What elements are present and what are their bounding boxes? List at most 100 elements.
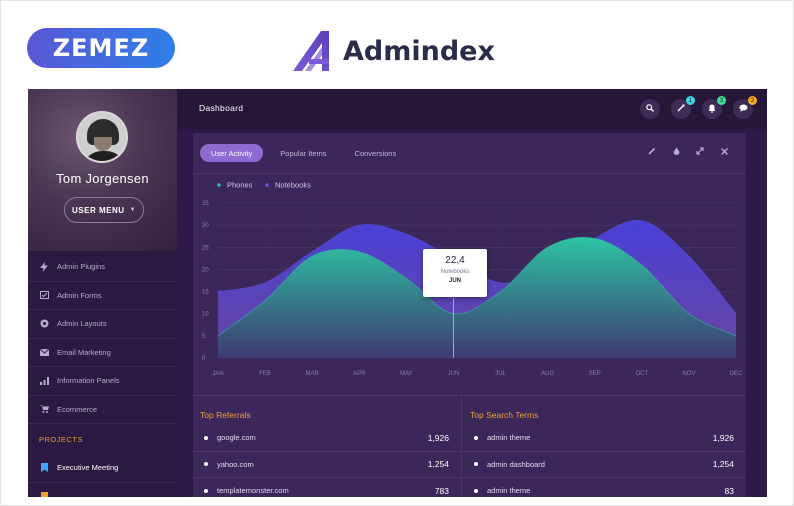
bottom-divider — [193, 395, 746, 396]
sidebar-item-executive-meeting[interactable]: Executive Meeting — [28, 454, 177, 483]
x-tick-label: APR — [353, 371, 366, 377]
list-item[interactable]: templatemonster.com 783 — [193, 478, 461, 497]
expand-icon[interactable] — [688, 147, 712, 158]
product-title: Admindex — [343, 35, 495, 67]
admindex-logo-icon — [293, 31, 329, 71]
user-menu-label: USER MENU — [72, 205, 125, 215]
list-item[interactable]: admin theme 83 — [463, 478, 746, 497]
list-item-value: 83 — [724, 485, 734, 496]
sidebar-item-email-marketing[interactable]: Email Marketing — [28, 339, 177, 367]
sidebar-item-admin-forms[interactable]: Admin Forms — [28, 282, 177, 310]
sidebar-item-admin-plugins[interactable]: Admin Plugins — [28, 253, 177, 282]
sidebar-item-label: Email Marketing — [57, 347, 111, 357]
bullet-icon — [204, 462, 208, 467]
sidebar-item-label: Executive Meeting — [57, 463, 119, 473]
list-item[interactable]: admin theme 1,926 — [463, 425, 746, 452]
avatar[interactable] — [76, 111, 128, 163]
x-tick-label: DEC — [730, 371, 743, 377]
tooltip-month: JUN — [448, 278, 461, 284]
bell-icon — [708, 104, 716, 115]
x-tick-label: JUN — [448, 371, 460, 377]
chart-tooltip: 22,4 Notebooks JUN — [423, 249, 487, 297]
list-item[interactable]: admin dashboard 1,254 — [463, 452, 746, 478]
list-item-label: admin theme — [487, 486, 531, 496]
y-tick-label: 15 — [202, 290, 209, 296]
sidebar-item-admin-layouts[interactable]: Admin Layouts — [28, 310, 177, 339]
sidebar-item-label: Admin Forms — [57, 290, 102, 300]
top-referrals-panel: Top Referrals google.com 1,926 yahoo.com… — [193, 395, 462, 497]
top-referrals-title: Top Referrals — [200, 410, 251, 420]
list-item-label: yahoo.com — [217, 459, 254, 469]
top-search-terms-panel: Top Search Terms admin theme 1,926 admin… — [463, 395, 746, 497]
color-drop-icon[interactable] — [664, 147, 688, 158]
sidebar-item-label: Ecommerce — [57, 404, 98, 414]
sidebar: Tom Jorgensen USER MENU ▼ Admin Plugins — [28, 89, 177, 497]
tab-user-activity[interactable]: User Activity — [200, 144, 264, 162]
top-search-terms-list: admin theme 1,926 admin dashboard 1,254 … — [463, 425, 746, 497]
list-item-label: google.com — [217, 433, 256, 443]
sidebar-item-label: Information Panels — [57, 376, 120, 386]
sidebar-item-ecommerce[interactable]: Ecommerce — [28, 396, 177, 424]
x-tick-label: OCT — [635, 371, 648, 377]
sidebar-item-information-panels[interactable]: Information Panels — [28, 367, 177, 396]
list-item-label: templatemonster.com — [217, 486, 289, 496]
zemez-logo: ZEMEZ — [27, 28, 175, 68]
bookmark-icon — [39, 492, 49, 497]
y-tick-label: 0 — [202, 356, 206, 362]
y-tick-label: 10 — [202, 312, 209, 318]
user-menu-button[interactable]: USER MENU ▼ — [64, 197, 144, 223]
y-tick-label: 20 — [202, 267, 209, 273]
close-icon[interactable] — [712, 147, 736, 158]
list-item[interactable]: yahoo.com 1,254 — [193, 452, 461, 478]
card-divider — [193, 173, 746, 174]
sidebar-item-label: Admin Plugins — [57, 262, 105, 272]
tooltip-series: Notebooks — [440, 269, 470, 275]
profile-name: Tom Jorgensen — [56, 171, 149, 186]
x-tick-label: NOV — [682, 371, 695, 377]
bullet-icon — [204, 435, 208, 440]
top-referrals-list: google.com 1,926 yahoo.com 1,254 templat… — [193, 425, 461, 497]
top-bar: Dashboard 1 3 — [177, 89, 767, 129]
notifications-button[interactable]: 3 — [702, 96, 726, 119]
bullet-icon — [204, 488, 208, 493]
messages-button[interactable]: 2 — [733, 96, 757, 119]
list-item-value: 1,926 — [427, 432, 449, 443]
y-tick-label: 5 — [202, 334, 206, 340]
series-phones-area[interactable] — [218, 237, 736, 358]
list-item-value: 1,254 — [712, 459, 734, 470]
series-phones-line — [217, 236, 737, 337]
legend-label: Phones — [227, 181, 253, 190]
signal-icon — [39, 376, 49, 386]
product-brand: Admindex — [291, 29, 495, 73]
admin-dashboard: Tom Jorgensen USER MENU ▼ Admin Plugins — [28, 89, 767, 497]
x-tick-label: AUG — [541, 371, 554, 377]
list-item[interactable]: google.com 1,926 — [193, 425, 461, 452]
page-title: Dashboard — [199, 103, 244, 113]
list-item-label: admin dashboard — [487, 459, 545, 469]
y-tick-label: 30 — [202, 223, 209, 229]
layout-icon — [39, 319, 49, 329]
edit-icon[interactable] — [640, 147, 664, 158]
search-button[interactable] — [640, 99, 660, 119]
sidebar-nav: Admin Plugins Admin Forms Admin Layouts — [28, 253, 177, 497]
tooltip-value: 22,4 — [445, 255, 465, 266]
x-tick-label: SEP — [589, 371, 601, 377]
bullet-icon — [474, 488, 478, 493]
tab-popular-items[interactable]: Popular Items — [280, 148, 327, 158]
form-icon — [39, 290, 49, 300]
rocket-button[interactable]: 1 — [671, 96, 695, 119]
bullet-icon — [474, 462, 478, 467]
list-item-value: 1,926 — [712, 432, 734, 443]
x-tick-label: MAR — [306, 371, 320, 377]
tab-conversions[interactable]: Conversions — [354, 148, 397, 158]
legend-marker — [265, 183, 269, 187]
top-search-terms-title: Top Search Terms — [470, 410, 539, 420]
list-item-label: admin theme — [487, 433, 531, 443]
y-tick-label: 35 — [202, 201, 209, 207]
profile-panel: Tom Jorgensen USER MENU ▼ — [28, 89, 177, 251]
notification-badge: 1 — [686, 96, 695, 105]
chevron-down-icon: ▼ — [129, 207, 136, 213]
sidebar-item-partial[interactable] — [28, 483, 177, 497]
rocket-icon — [677, 104, 685, 114]
